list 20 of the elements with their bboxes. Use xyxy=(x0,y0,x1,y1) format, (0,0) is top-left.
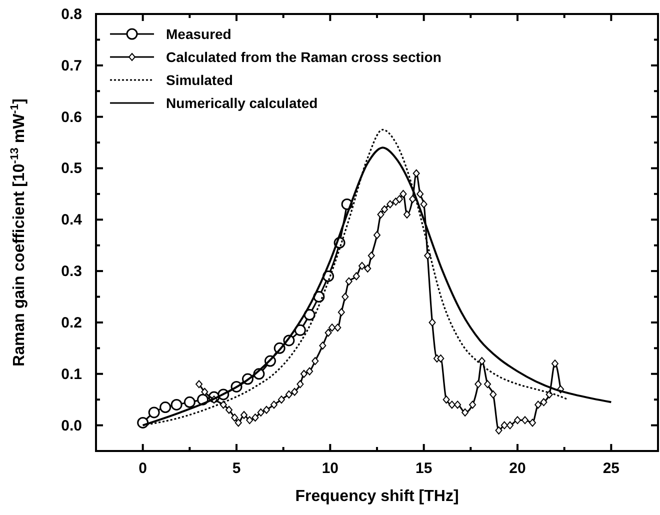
x-tick-label: 15 xyxy=(415,460,432,477)
legend-label: Measured xyxy=(166,26,232,42)
x-tick-label: 10 xyxy=(322,460,339,477)
x-tick-label: 5 xyxy=(232,460,241,477)
x-axis-title: Frequency shift [THz] xyxy=(295,488,459,505)
y-tick-label: 0.3 xyxy=(61,263,82,280)
y-tick-label: 0.2 xyxy=(61,314,82,332)
legend-label: Simulated xyxy=(166,72,233,88)
legend-label: Calculated from the Raman cross section xyxy=(166,49,442,65)
y-tick-label: 0.5 xyxy=(61,160,82,178)
x-tick-label: 0 xyxy=(138,460,148,477)
y-tick-label: 0.1 xyxy=(61,366,82,383)
y-tick-label: 0.8 xyxy=(61,6,82,23)
legend-label: Numerically calculated xyxy=(166,95,318,111)
y-tick-label: 0.0 xyxy=(61,417,82,434)
x-tick-label: 20 xyxy=(509,460,526,477)
y-tick-label: 0.7 xyxy=(61,57,82,74)
y-tick-label: 0.4 xyxy=(61,212,83,229)
x-tick-label: 25 xyxy=(602,460,620,477)
y-tick-label: 0.6 xyxy=(61,108,82,126)
